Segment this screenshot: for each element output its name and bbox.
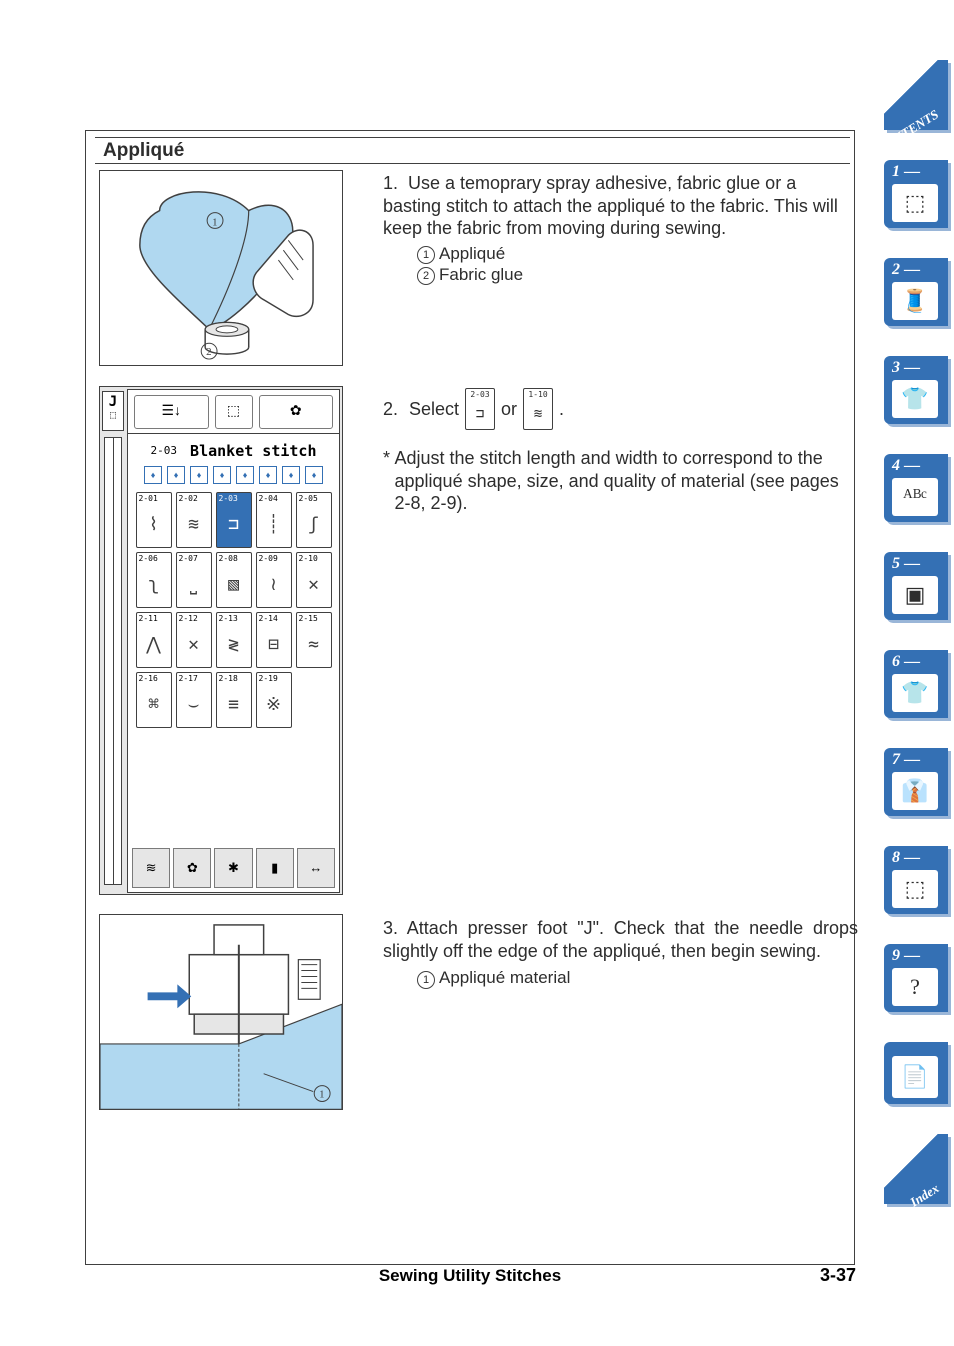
step-2: 2. Select 2-03 ⊐ or 1-10 ≋ . [383,388,858,430]
tab-appendix[interactable]: 📄 [884,1042,948,1104]
note-text: Adjust the stitch length and width to co… [395,447,853,515]
page-number: 3-37 [820,1265,856,1286]
stitch-2-08[interactable]: 2-08▧ [216,552,252,608]
preset-cell[interactable]: ♦ [305,466,323,484]
step-2-or: or [501,399,517,420]
step-2-period: . [559,399,564,420]
tab-chapter-1[interactable]: 1⬚ [884,160,948,228]
figure-applique-glue: 1 2 [99,170,343,366]
note-asterisk: * [383,447,395,515]
lcd-bottom-4[interactable]: ▮ [256,848,294,888]
step-3: 3. Attach presser foot "J". Check that t… [383,917,858,989]
section-title: Appliqué [103,140,184,161]
stitch-2-14[interactable]: 2-14⊟ [256,612,292,668]
opt-a-code: 2-03 [470,390,489,399]
stitch-2-18[interactable]: 2-18≡ [216,672,252,728]
step-3-text: Attach presser foot "J". Check that the … [383,918,858,961]
tab-chapter-3[interactable]: 3👕 [884,356,948,424]
lcd-bottom-3[interactable]: ✱ [214,848,252,888]
lcd-bottombar: ≋ ✿ ✱ ▮ ↔ [132,848,335,888]
lcd-title-code: 2-03 [151,444,178,457]
lcd-title: 2-03 Blanket stitch [128,434,339,466]
tab-chapter-5[interactable]: 5▣ [884,552,948,620]
lcd-topbar: ☰↓ ⬚ ✿ [128,390,339,434]
opt-b-code: 1-10 [528,390,547,399]
tab-chapter-8[interactable]: 8⬚ [884,846,948,914]
section-header: Appliqué [95,137,850,164]
step-2-number: 2. [383,399,403,420]
stitch-2-02[interactable]: 2-02≋ [176,492,212,548]
lcd-bottom-2[interactable]: ✿ [173,848,211,888]
stitch-2-17[interactable]: 2-17⌣ [176,672,212,728]
stitch-2-15[interactable]: 2-15≈ [296,612,332,668]
footer-title: Sewing Utility Stitches [85,1266,855,1286]
stitch-2-06[interactable]: 2-06ʅ [136,552,172,608]
opt-b-glyph: ≋ [534,399,542,428]
step-1-text: Use a temoprary spray adhesive, fabric g… [383,173,838,238]
foot-letter: J [109,394,117,410]
stitch-2-01[interactable]: 2-01⌇ [136,492,172,548]
stitch-grid: 2-01⌇2-02≋2-03⊐2-04┊2-05ʃ 2-06ʅ2-07⎵2-08▧… [128,490,339,730]
circled-1-step3: 1 [417,971,435,989]
tab-chapter-6[interactable]: 6👕 [884,650,948,718]
stitch-2-16[interactable]: 2-16⌘ [136,672,172,728]
step-3-number: 3. [383,918,398,938]
figure-presser-foot: 1 [99,914,343,1110]
presser-foot-label: J ⬚ [102,391,124,431]
lcd-top-icon-2[interactable]: ⬚ [215,395,253,429]
lcd-panel: ☰↓ ⬚ ✿ 2-03 Blanket stitch ♦ ♦ ♦ ♦ ♦ ♦ ♦ ♦ 2-01… [127,389,340,893]
step-2-pre: Select [409,399,459,420]
stitch-2-04[interactable]: 2-04┊ [256,492,292,548]
tab-index[interactable]: Index [884,1134,948,1204]
tab-chapter-9[interactable]: 9? [884,944,948,1012]
stitch-2-09[interactable]: 2-09≀ [256,552,292,608]
preset-row: ♦ ♦ ♦ ♦ ♦ ♦ ♦ ♦ [128,466,339,490]
preset-cell[interactable]: ♦ [282,466,300,484]
lcd-bottom-1[interactable]: ≋ [132,848,170,888]
step-1-sublist: 1Appliqué 2Fabric glue [417,243,858,286]
sub-applique-material: Appliqué material [439,968,570,987]
stitch-2-07[interactable]: 2-07⎵ [176,552,212,608]
adjust-note: * Adjust the stitch length and width to … [383,447,853,515]
preset-cell[interactable]: ♦ [167,466,185,484]
svg-text:1: 1 [212,216,217,228]
svg-text:2: 2 [206,346,211,358]
preset-cell[interactable]: ♦ [259,466,277,484]
stitch-2-05[interactable]: 2-05ʃ [296,492,332,548]
step-1: 1. Use a temoprary spray adhesive, fabri… [383,172,858,285]
side-tabs: CONTENTS 1⬚ 2🧵 3👕 4ᴬᴮᶜ 5▣ 6👕 7👔 8⬚ 9? 📄 Index [884,60,954,1204]
tab-contents[interactable]: CONTENTS [884,60,948,130]
svg-text:1: 1 [319,1088,324,1100]
appendix-icon: 📄 [892,1056,938,1098]
stitch-2-13[interactable]: 2-13≷ [216,612,252,668]
sub-applique: Appliqué [439,244,505,263]
circled-2: 2 [417,267,435,285]
sub-fabric-glue: Fabric glue [439,265,523,284]
stitch-2-11[interactable]: 2-11⋀ [136,612,172,668]
stitch-2-03[interactable]: 2-03⊐ [216,492,252,548]
circled-1: 1 [417,246,435,264]
preset-cell[interactable]: ♦ [144,466,162,484]
lcd-bottom-5[interactable]: ↔ [297,848,335,888]
lcd-title-text: Blanket stitch [190,442,316,460]
preset-cell[interactable]: ♦ [213,466,231,484]
ruler [104,437,122,885]
stitch-2-19[interactable]: 2-19※ [256,672,292,728]
stitch-option-b[interactable]: 1-10 ≋ [523,388,553,430]
tab-index-label: Index [907,1180,942,1210]
tab-chapter-7[interactable]: 7👔 [884,748,948,816]
opt-a-glyph: ⊐ [476,399,484,428]
stitch-option-a[interactable]: 2-03 ⊐ [465,388,495,430]
step-1-number: 1. [383,172,403,195]
preset-cell[interactable]: ♦ [190,466,208,484]
lcd-top-icon-3[interactable]: ✿ [259,395,334,429]
figure-lcd-screen: J ⬚ ☰↓ ⬚ ✿ 2-03 Blanket stitch ♦ ♦ ♦ ♦ ♦ ♦ ♦ ♦ … [99,386,343,895]
tab-chapter-2[interactable]: 2🧵 [884,258,948,326]
tab-contents-label: CONTENTS [875,106,942,156]
preset-cell[interactable]: ♦ [236,466,254,484]
stitch-2-12[interactable]: 2-12✕ [176,612,212,668]
tab-chapter-4[interactable]: 4ᴬᴮᶜ [884,454,948,522]
stitch-2-10[interactable]: 2-10✕ [296,552,332,608]
lcd-top-icon-1[interactable]: ☰↓ [134,395,209,429]
